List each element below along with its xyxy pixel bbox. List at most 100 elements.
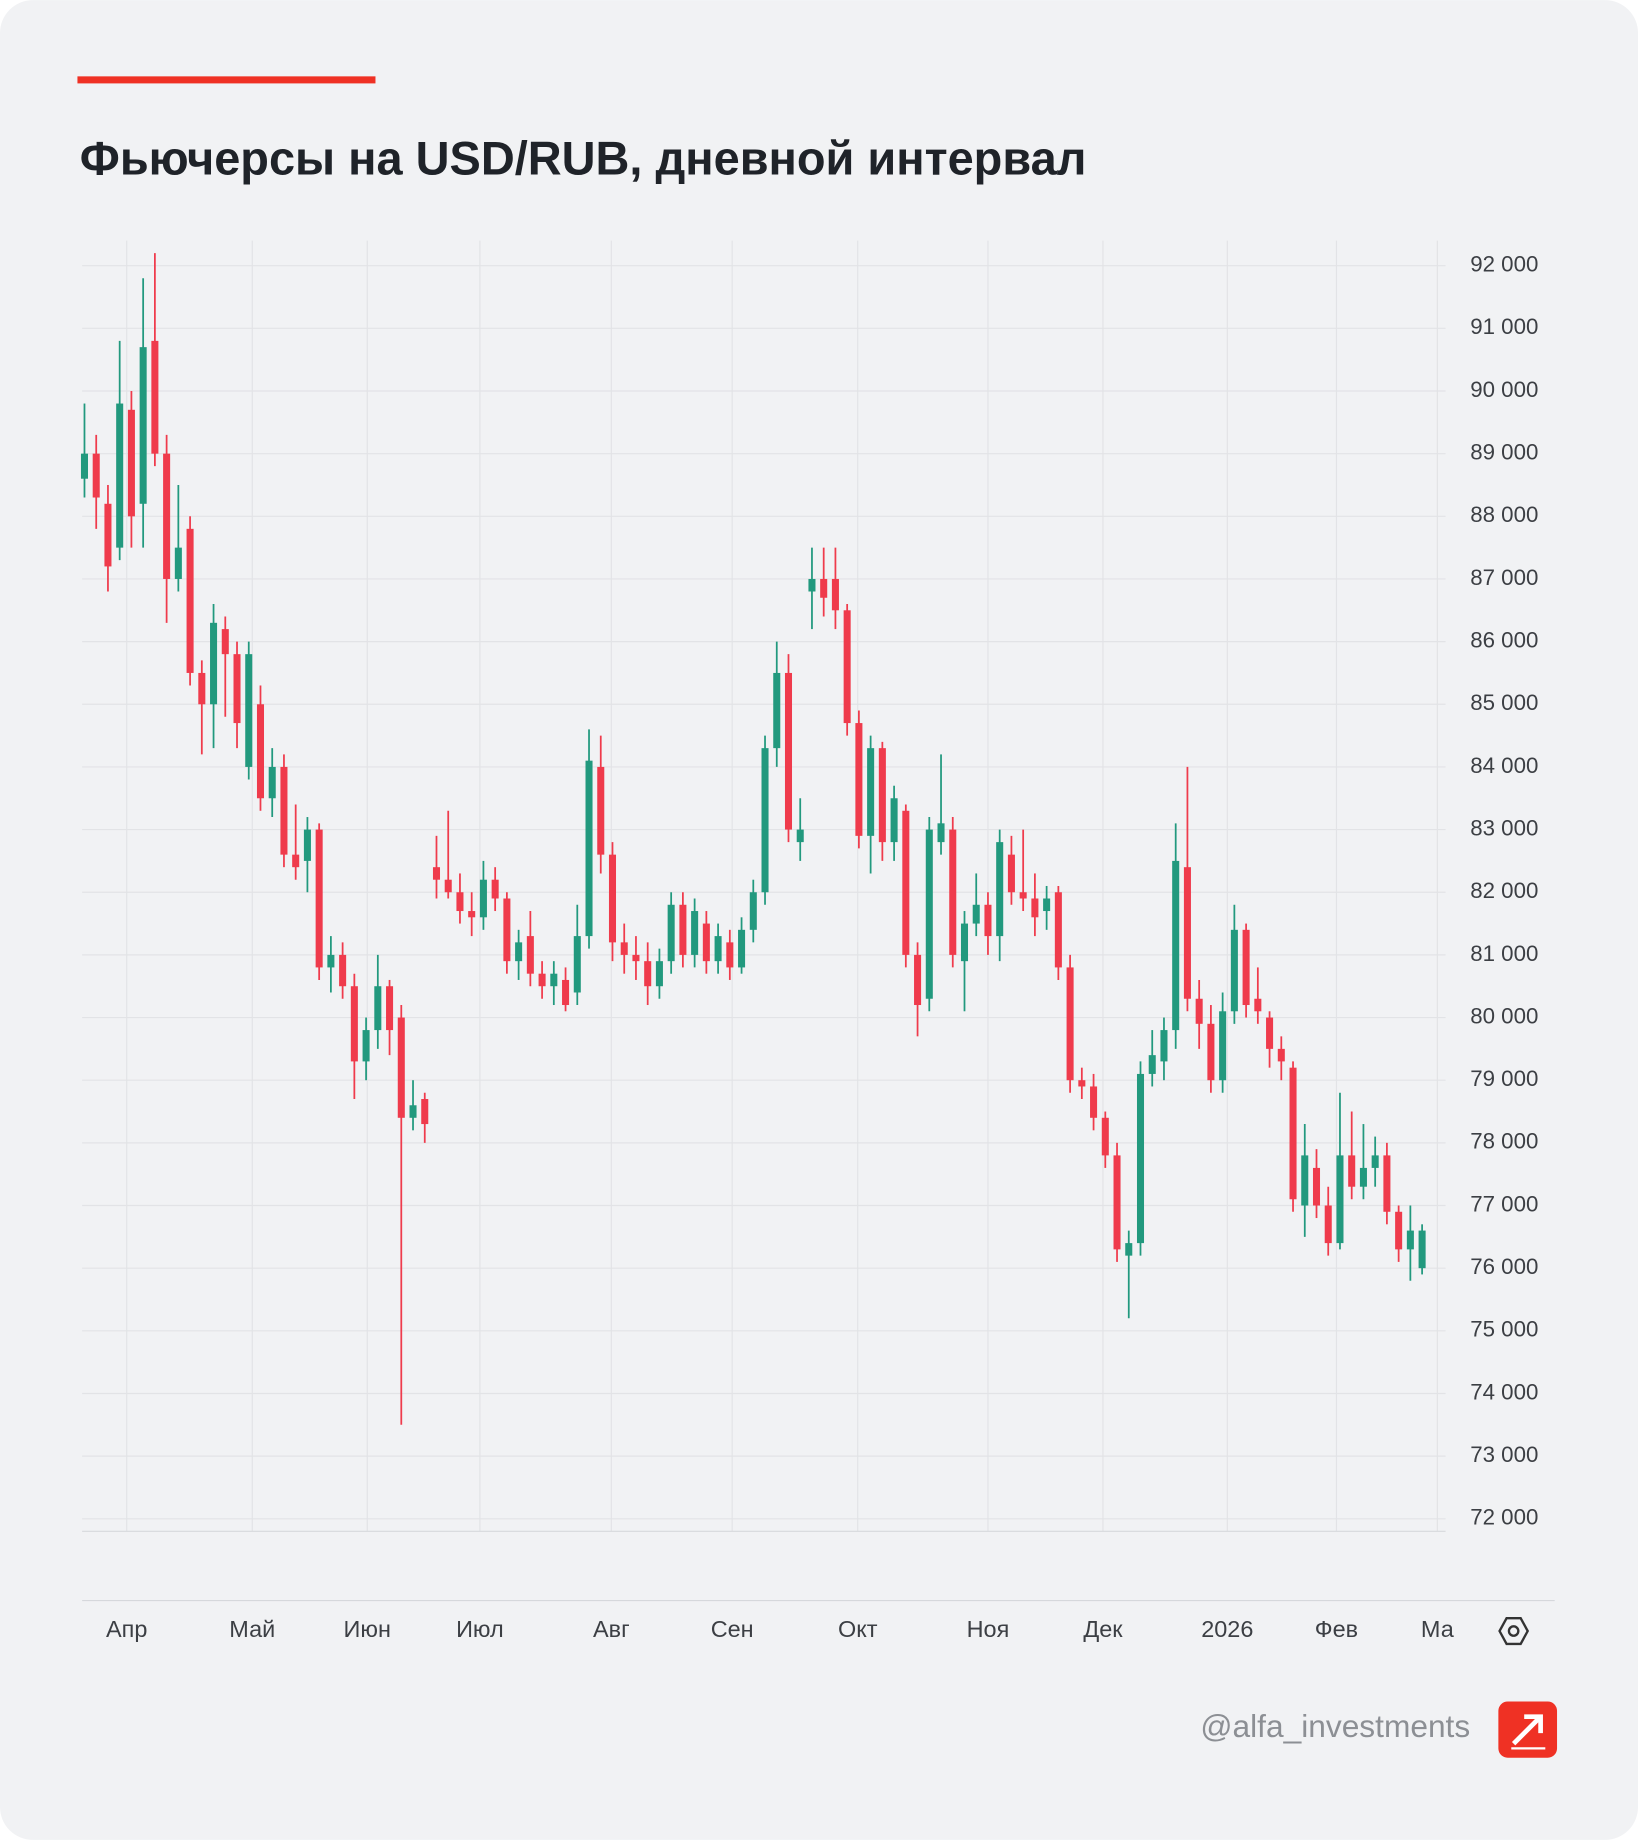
candle-body [386,986,394,1031]
x-tick-label: Апр [106,1616,147,1642]
y-tick-label: 87 000 [1470,565,1538,590]
candle-body [1172,860,1180,1031]
candle-body [1219,1011,1227,1081]
candle-body [784,672,793,830]
candle-body [163,453,171,579]
candle-body [960,923,969,962]
candle-body [749,892,757,930]
candle-body [256,704,265,799]
candle-body [878,748,886,843]
candle-body [1254,998,1262,1012]
y-tick-label: 74 000 [1470,1379,1538,1404]
y-tick-label: 81 000 [1470,941,1538,966]
candle-body [796,829,804,843]
candle-body [92,453,100,498]
candle-body [151,340,159,454]
x-tick-label: Дек [1083,1616,1123,1642]
candle-body [702,923,710,962]
candle-body [644,961,652,987]
x-tick-label: 2026 [1201,1616,1253,1642]
candle-body [1113,1155,1121,1250]
y-tick-label: 86 000 [1470,628,1538,653]
candle-body [1007,854,1015,893]
candle-body [902,810,910,955]
candle-body [1195,998,1203,1024]
x-tick-label: Окт [838,1616,878,1642]
candle-body [1242,929,1250,1006]
candle-body [562,979,570,1006]
y-tick-label: 79 000 [1470,1066,1538,1091]
candle-body [468,911,476,918]
candle-body [1066,967,1074,1081]
candle-body [949,829,957,955]
candle-body [972,904,980,924]
candle-body [1324,1205,1332,1244]
candle-body [80,453,89,479]
candle-body [327,954,335,968]
candle-body [116,403,124,548]
candle-body [1383,1155,1391,1212]
candle-body [1019,892,1027,899]
candle-body [1148,1055,1156,1074]
candle-body [937,823,945,843]
candle-body [890,798,898,843]
candle-body [315,829,323,968]
candle-body [984,904,992,937]
watermark: @alfa_investments [1200,1708,1470,1744]
candle-body [1289,1067,1297,1200]
y-tick-label: 90 000 [1470,377,1538,402]
x-tick-label: Сен [711,1616,754,1642]
candle-body [738,929,746,968]
candle-body [280,766,288,855]
candle-body [550,973,558,987]
y-tick-label: 77 000 [1470,1191,1538,1216]
x-tick-label: Авг [593,1616,630,1642]
y-tick-label: 92 000 [1470,252,1538,277]
candle-body [268,766,276,799]
candle-body [1043,898,1051,912]
candle-body [479,879,487,918]
candle-body [831,578,839,611]
candle-body [1395,1211,1403,1250]
y-tick-label: 85 000 [1470,690,1538,715]
candle-body [820,578,828,598]
candle-body [233,654,241,724]
candle-body [655,961,663,987]
candle-body [867,748,875,836]
candle-body [1160,1030,1168,1062]
x-tick-label: Июн [344,1616,391,1642]
candle-body [526,936,534,974]
candle-body [210,622,218,705]
candle-body [1101,1117,1109,1156]
candle-body [573,936,581,993]
candle-body [632,954,640,962]
candle-body [432,867,441,880]
candle-body [104,503,112,567]
candle-body [914,954,922,1006]
candle-body [1125,1243,1133,1256]
y-tick-label: 91 000 [1470,314,1538,339]
settings-icon[interactable] [1498,1616,1530,1646]
candle-body [1078,1080,1086,1087]
candle-body [1207,1023,1215,1081]
candle-body [585,760,593,937]
candle-body [397,1017,405,1118]
candle-body [362,1030,370,1062]
candle-body [1266,1017,1274,1049]
candle-body [303,829,311,861]
candles [80,253,1426,1425]
y-tick-label: 84 000 [1470,753,1538,778]
y-tick-label: 76 000 [1470,1254,1538,1279]
candle-body [503,898,511,962]
candle-body [456,892,464,912]
candle-body [773,672,781,749]
candle-body [515,942,523,962]
chart-title: Фьючерсы на USD/RUB, дневной интервал [80,132,1087,184]
candle-body [1183,867,1191,999]
y-tick-label: 83 000 [1470,815,1538,840]
candle-body [1359,1167,1367,1187]
candle-body [925,829,933,999]
candle-body [608,854,617,943]
candle-body [139,347,147,504]
